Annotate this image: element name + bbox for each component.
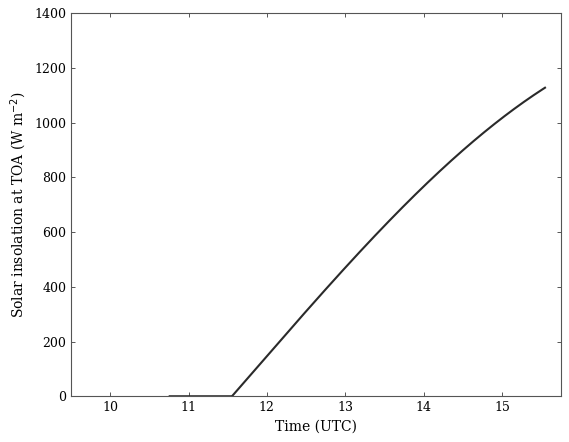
Y-axis label: Solar insolation at TOA (W m$^{-2}$): Solar insolation at TOA (W m$^{-2}$) — [9, 91, 28, 318]
X-axis label: Time (UTC): Time (UTC) — [275, 419, 357, 434]
